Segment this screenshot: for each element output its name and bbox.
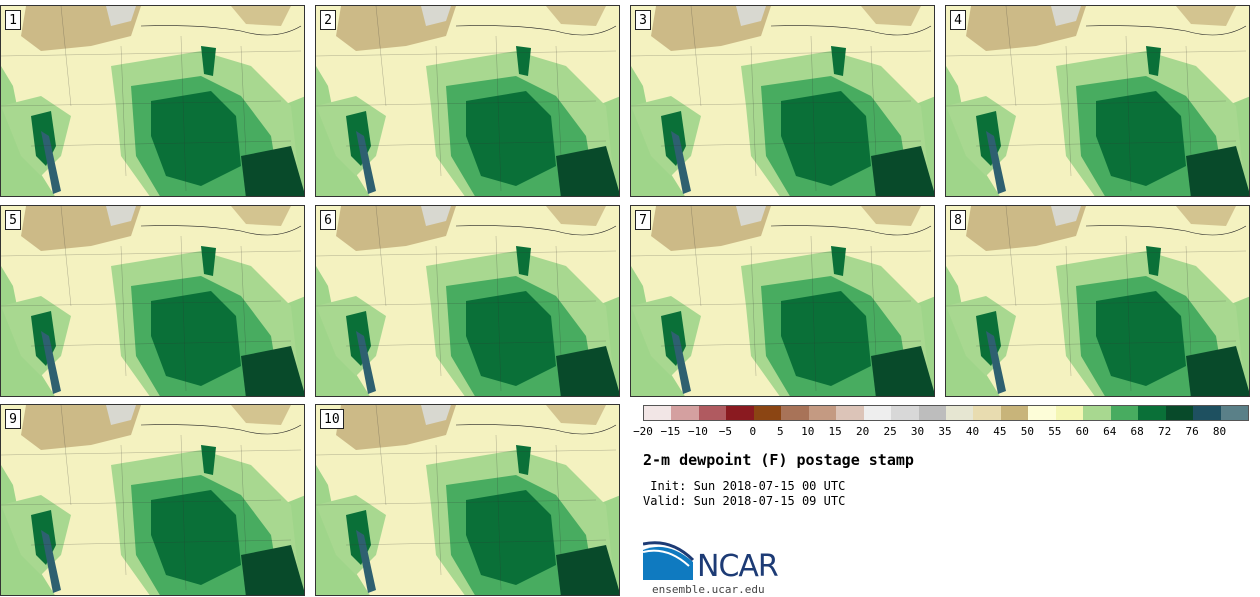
postage-stamp-panel: 6 xyxy=(315,205,620,397)
legend-swatch xyxy=(808,406,837,420)
legend-tick-label: 72 xyxy=(1158,425,1172,438)
legend-swatch xyxy=(1110,406,1139,420)
legend-tick-label: −20 xyxy=(633,425,653,438)
legend-tick-label: 45 xyxy=(993,425,1007,438)
member-label: 3 xyxy=(635,10,651,30)
postage-stamp-panel: 3 xyxy=(630,5,935,197)
legend-tick-label: 60 xyxy=(1075,425,1089,438)
legend-tick-label: 35 xyxy=(938,425,952,438)
chart-title: 2-m dewpoint (F) postage stamp xyxy=(643,451,914,469)
postage-stamp-panel: 4 xyxy=(945,5,1250,197)
legend-color-bar xyxy=(643,405,1249,421)
postage-stamp-panel: 9 xyxy=(0,404,305,596)
legend-tick-label: −15 xyxy=(660,425,681,438)
legend-swatch xyxy=(726,406,754,420)
legend-tick-label: 25 xyxy=(883,425,897,438)
postage-stamp-panel: 2 xyxy=(315,5,620,197)
logo-text: NCAR xyxy=(697,549,779,584)
postage-stamp-panel: 8 xyxy=(945,205,1250,397)
color-legend: −20 −15 −10 −5 0 5 10 15 20 25 30 35 40 45 50 55 60 64 68 7… xyxy=(633,405,1249,439)
member-label: 2 xyxy=(320,10,336,30)
member-label: 1 xyxy=(5,10,21,30)
legend-swatch xyxy=(698,406,727,420)
legend-swatch xyxy=(945,406,974,420)
legend-swatch xyxy=(781,406,809,420)
member-label: 6 xyxy=(320,210,336,230)
member-label: 9 xyxy=(5,409,21,429)
legend-swatch xyxy=(1138,406,1166,420)
legend-swatch xyxy=(891,406,919,420)
legend-swatch xyxy=(973,406,1001,420)
legend-tick-label: −10 xyxy=(687,425,708,438)
member-label: 7 xyxy=(635,210,651,230)
legend-tick-label: 50 xyxy=(1020,425,1034,438)
legend-tick-label: −5 xyxy=(718,425,732,438)
legend-swatch xyxy=(1220,406,1248,420)
legend-tick-label: 20 xyxy=(856,425,870,438)
member-label: 5 xyxy=(5,210,21,230)
legend-swatch xyxy=(1083,406,1111,420)
member-label: 8 xyxy=(950,210,966,230)
legend-swatch xyxy=(753,406,782,420)
legend-swatch xyxy=(836,406,864,420)
legend-tick-label: 5 xyxy=(776,425,784,438)
legend-tick-label: 10 xyxy=(801,425,815,438)
legend-swatch xyxy=(918,406,946,420)
legend-swatch xyxy=(644,406,672,420)
member-label: 10 xyxy=(320,409,344,429)
init-time: Init: Sun 2018-07-15 00 UTC xyxy=(643,479,846,493)
legend-swatch xyxy=(1055,406,1084,420)
legend-swatch xyxy=(1193,406,1221,420)
legend-tick-label: 15 xyxy=(828,425,842,438)
legend-tick-label: 0 xyxy=(749,425,757,438)
legend-tick-label: 68 xyxy=(1130,425,1144,438)
valid-time: Valid: Sun 2018-07-15 09 UTC xyxy=(643,494,846,508)
postage-stamp-panel: 5 xyxy=(0,205,305,397)
postage-stamp-panel: 7 xyxy=(630,205,935,397)
legend-tick-label: 55 xyxy=(1048,425,1062,438)
legend-tick-label: 30 xyxy=(910,425,925,438)
postage-stamp-panel: 10 xyxy=(315,404,620,596)
legend-tick-label: 40 xyxy=(965,425,980,438)
legend-swatch xyxy=(671,406,699,420)
ncar-logo-icon xyxy=(643,541,695,580)
legend-tick-label: 80 xyxy=(1212,425,1227,438)
legend-tick-label: 76 xyxy=(1185,425,1199,438)
legend-swatch xyxy=(1000,406,1029,420)
legend-tick-label: 64 xyxy=(1103,425,1117,438)
member-label: 4 xyxy=(950,10,966,30)
legend-swatch xyxy=(1165,406,1194,420)
postage-stamp-panel: 1 xyxy=(0,5,305,197)
site-url: ensemble.ucar.edu xyxy=(652,583,765,596)
legend-swatch xyxy=(1028,406,1056,420)
legend-swatch xyxy=(863,406,892,420)
